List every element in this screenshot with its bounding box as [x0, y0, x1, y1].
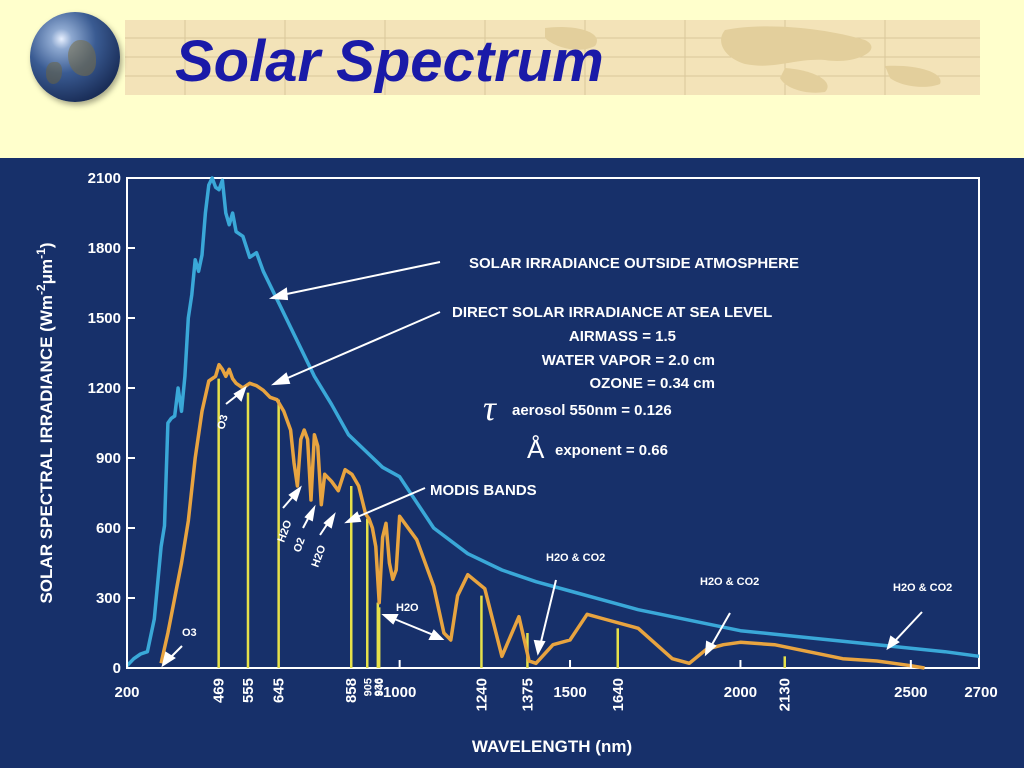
y-axis-ticks: 0 300 600 900 1200 1500 1800 2100 [88, 170, 135, 677]
band-label-1640: 1640 [610, 678, 627, 711]
y-tick-label-1800: 1800 [88, 240, 121, 257]
slide-title: Solar Spectrum [175, 29, 604, 94]
annotation-airmass: AIRMASS = 1.5 [569, 328, 676, 345]
annotation-modis-bands: MODIS BANDS [430, 482, 537, 499]
y-tick-label-600: 600 [96, 520, 121, 537]
band-label-905: 905 [362, 678, 374, 696]
annotation-outside-atmosphere: SOLAR IRRADIANCE OUTSIDE ATMOSPHERE [469, 255, 799, 272]
label-h2o-b: H2O [310, 543, 329, 569]
y-tick-label-900: 900 [96, 450, 121, 467]
chart-panel: 0 300 600 900 1200 1500 1800 2100 200 1000 1500 20… [0, 158, 1024, 768]
label-h2o-co2-2: H2O & CO2 [700, 576, 759, 588]
y-tick-label-300: 300 [96, 590, 121, 607]
band-label-858: 858 [343, 678, 360, 703]
globe-logo [30, 12, 120, 102]
modis-band-lines [217, 378, 786, 668]
x-tick-label-2500: 2500 [894, 684, 927, 701]
annotation-water-vapor: WATER VAPOR = 2.0 cm [542, 352, 715, 369]
y-tick-label-2100: 2100 [88, 170, 121, 187]
annotation-exponent: exponent = 0.66 [555, 442, 668, 459]
band-label-940: 940 [374, 678, 386, 696]
y-tick-label-1500: 1500 [88, 310, 121, 327]
annotation-ozone: OZONE = 0.34 cm [590, 375, 715, 392]
y-tick-label-1200: 1200 [88, 380, 121, 397]
angstrom-symbol: Å [527, 434, 545, 464]
y-axis-label: SOLAR SPECTRAL IRRADIANCE (Wm-2μm-1) [34, 242, 56, 603]
x-tick-label-1500: 1500 [553, 684, 586, 701]
world-map-decoration [125, 20, 980, 95]
x-tick-label-200: 200 [114, 684, 139, 701]
annotation-arrows [161, 261, 923, 668]
y-tick-label-0: 0 [113, 660, 121, 677]
band-label-2130: 2130 [777, 678, 794, 711]
annotation-sea-level: DIRECT SOLAR IRRADIANCE AT SEA LEVEL [452, 304, 772, 321]
title-banner [125, 20, 980, 95]
plot-frame [126, 177, 980, 669]
label-o3-low: O3 [182, 627, 197, 639]
x-axis-ticks: 200 1000 1500 2000 2500 2700 [114, 660, 998, 701]
label-h2o-co2-3: H2O & CO2 [893, 582, 952, 594]
band-label-645: 645 [271, 678, 288, 703]
x-tick-label-2000: 2000 [724, 684, 757, 701]
band-label-1375: 1375 [519, 678, 536, 711]
x-tick-label-1000: 1000 [383, 684, 416, 701]
x-tick-label-2700: 2700 [964, 684, 997, 701]
band-label-1240: 1240 [473, 678, 490, 711]
label-h2o-co2-1: H2O & CO2 [546, 552, 605, 564]
band-label-469: 469 [211, 678, 228, 703]
annotation-aerosol: aerosol 550nm = 0.126 [512, 402, 672, 419]
label-o2: O2 [292, 536, 308, 554]
band-label-936: 936 [373, 678, 385, 696]
tau-symbol: τ [483, 388, 497, 428]
series-line-outside-atmosphere [125, 176, 980, 667]
label-h2o-mid: H2O [396, 602, 419, 614]
band-label-555: 555 [240, 678, 257, 703]
x-axis-label: WAVELENGTH (nm) [472, 737, 632, 756]
label-o3-high: O3 [215, 413, 230, 430]
